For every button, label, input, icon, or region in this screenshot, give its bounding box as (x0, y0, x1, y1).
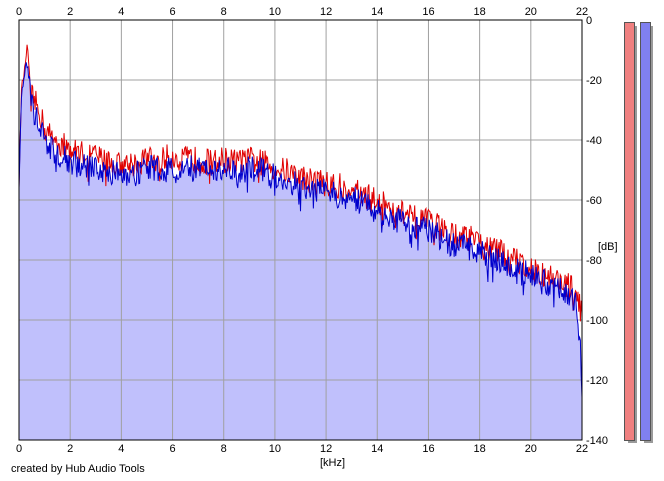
x-tick-label-top: 2 (67, 6, 73, 18)
x-tick-label-top: 14 (371, 6, 383, 18)
x-tick-label-top: 22 (576, 6, 588, 18)
y-tick-label: -120 (586, 375, 608, 387)
x-tick-label-top: 0 (16, 6, 22, 18)
y-tick-label: -140 (586, 435, 608, 447)
x-tick-label-top: 20 (525, 6, 537, 18)
spectrum-fill-area (19, 62, 582, 440)
x-tick-label-bottom: 14 (371, 443, 383, 455)
x-tick-label-bottom: 0 (16, 443, 22, 455)
tick-labels-layer: 002244668810101212141416161818202022220-… (16, 6, 608, 455)
x-tick-label-top: 16 (422, 6, 434, 18)
x-tick-label-top: 18 (474, 6, 486, 18)
x-tick-label-bottom: 18 (474, 443, 486, 455)
x-tick-label-bottom: 20 (525, 443, 537, 455)
y-tick-label: 0 (586, 15, 592, 27)
y-tick-label: -20 (586, 75, 602, 87)
x-tick-label-bottom: 4 (118, 443, 124, 455)
y-tick-label: -60 (586, 195, 602, 207)
x-tick-label-top: 12 (320, 6, 332, 18)
x-tick-label-top: 8 (221, 6, 227, 18)
y-tick-label: -40 (586, 135, 602, 147)
x-tick-label-bottom: 8 (221, 443, 227, 455)
right-channel-meter (640, 22, 651, 441)
x-tick-label-top: 6 (169, 6, 175, 18)
x-tick-label-bottom: 6 (169, 443, 175, 455)
x-tick-label-top: 4 (118, 6, 124, 18)
y-tick-label: -80 (586, 255, 602, 267)
y-axis-label: [dB] (598, 241, 618, 253)
spectrum-lines-layer (18, 44, 583, 398)
x-tick-label-bottom: 2 (67, 443, 73, 455)
x-tick-label-bottom: 10 (269, 443, 281, 455)
spectrum-area-layer (19, 62, 582, 440)
credit-text: created by Hub Audio Tools (11, 463, 145, 475)
x-tick-label-bottom: 12 (320, 443, 332, 455)
spectrum-line-blue (18, 62, 583, 398)
x-tick-label-bottom: 22 (576, 443, 588, 455)
left-channel-meter (624, 22, 635, 441)
x-tick-label-top: 10 (269, 6, 281, 18)
x-tick-label-bottom: 16 (422, 443, 434, 455)
plot-border (18, 19, 583, 441)
y-tick-label: -100 (586, 315, 608, 327)
x-axis-label: [kHz] (320, 457, 346, 469)
